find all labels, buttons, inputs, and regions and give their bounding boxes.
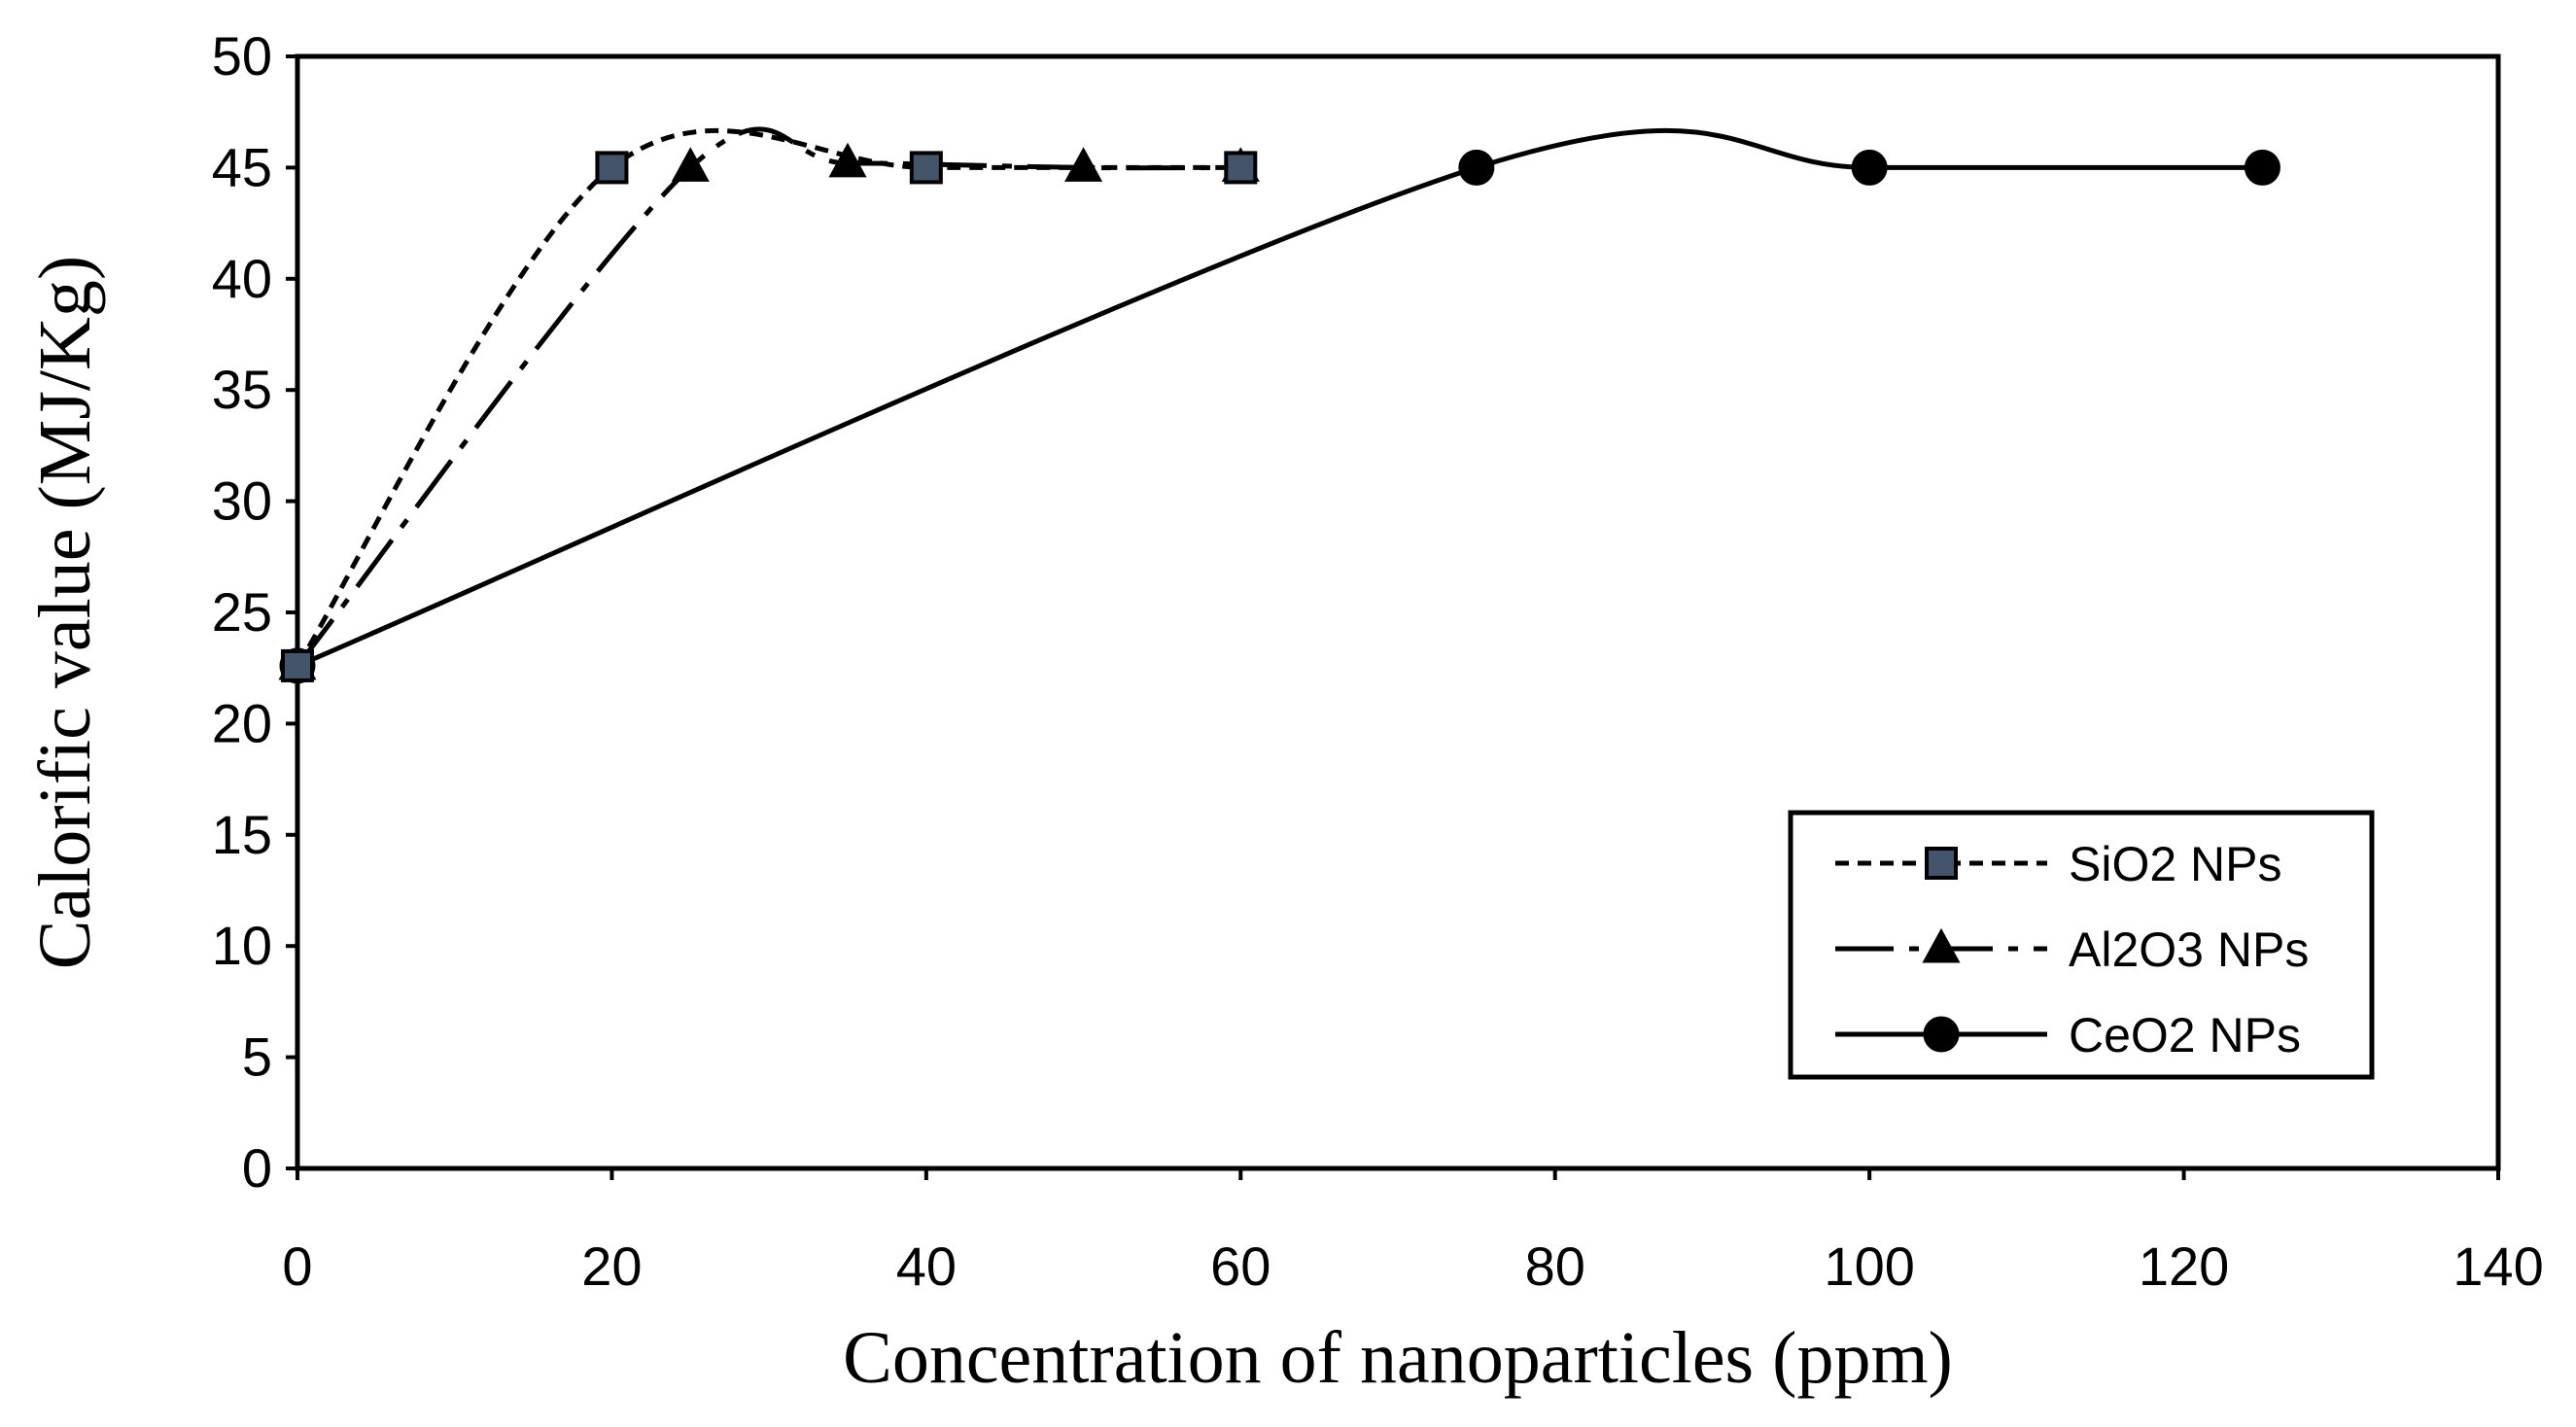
x-tick-label: 80 (1525, 1236, 1585, 1297)
y-tick-label: 20 (212, 692, 272, 753)
x-tick-label: 100 (1824, 1236, 1914, 1297)
y-tick-label: 0 (242, 1137, 272, 1199)
legend-label-ceo2-nps: CeO2 NPs (2069, 1008, 2301, 1062)
legend-label-sio2-nps: SiO2 NPs (2069, 837, 2282, 891)
series-line-sio2-nps (295, 128, 1241, 668)
x-tick-label: 120 (2139, 1236, 2229, 1297)
y-axis-ticks: 0 5 10 15 20 25 30 35 40 45 50 (212, 25, 297, 1199)
x-tick-label: 60 (1210, 1236, 1271, 1297)
y-tick-label: 30 (212, 470, 272, 532)
data-point-ceo2-nps (1458, 149, 1495, 186)
legend: SiO2 NPs Al2O3 NPs CeO2 NPs (1788, 810, 2375, 1080)
x-axis-title: Concentration of nanoparticles (ppm) (843, 1317, 1953, 1399)
data-point-al2o3-nps (828, 142, 867, 178)
legend-marker-ceo2-nps (1923, 1016, 1960, 1053)
x-axis-ticks: 0 20 40 60 80 100 120 140 (282, 1168, 2544, 1297)
legend-marker-sio2-nps (1925, 847, 1958, 880)
data-point-ceo2-nps (2244, 149, 2280, 186)
x-tick-label: 0 (282, 1236, 312, 1297)
y-tick-label: 5 (242, 1027, 272, 1088)
y-tick-label: 10 (212, 915, 272, 976)
y-tick-label: 25 (212, 581, 272, 643)
data-point-sio2-nps (595, 151, 629, 185)
x-tick-label: 140 (2453, 1236, 2543, 1297)
data-point-sio2-nps (909, 151, 943, 185)
x-tick-label: 40 (896, 1236, 957, 1297)
data-point-al2o3-nps (671, 147, 710, 182)
y-tick-label: 40 (212, 248, 272, 309)
series-sio2-nps (281, 128, 1258, 682)
y-tick-label: 50 (212, 25, 272, 87)
series-layer (278, 126, 2280, 684)
data-point-sio2-nps (1224, 151, 1258, 185)
legend-items: SiO2 NPs Al2O3 NPs CeO2 NPs (1835, 837, 2309, 1062)
series-line-ceo2-nps (296, 127, 2263, 669)
y-tick-label: 15 (212, 804, 272, 865)
data-point-sio2-nps (281, 648, 314, 682)
x-tick-label: 20 (581, 1236, 642, 1297)
y-tick-label: 35 (212, 359, 272, 420)
y-tick-label: 45 (212, 136, 272, 197)
legend-marker-al2o3-nps (1922, 927, 1961, 963)
data-point-ceo2-nps (1851, 149, 1888, 186)
y-axis-title: Calorific value (MJ/Kg) (24, 256, 106, 969)
legend-label-al2o3-nps: Al2O3 NPs (2069, 922, 2309, 977)
